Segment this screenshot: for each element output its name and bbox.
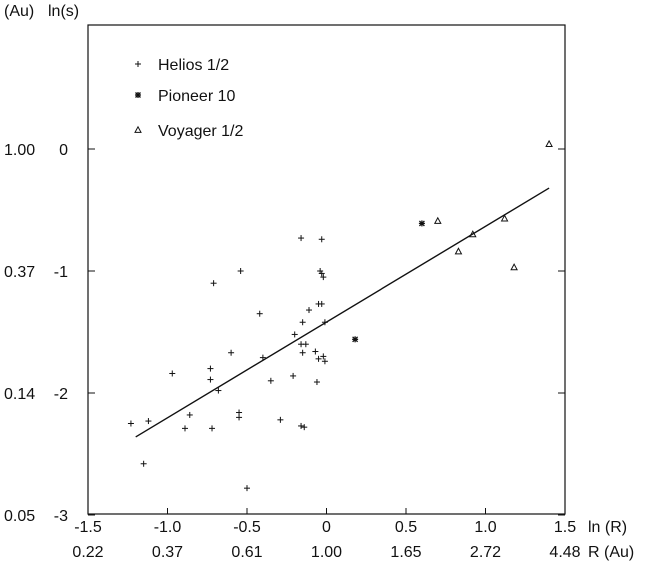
data-point-plus xyxy=(236,414,243,421)
data-point-plus xyxy=(320,274,327,281)
data-point-plus xyxy=(209,425,216,432)
data-point-plus xyxy=(291,331,298,338)
data-point-triangle xyxy=(454,247,463,255)
data-point-plus xyxy=(320,353,327,360)
data-point-plus xyxy=(169,370,176,377)
data-point-triangle xyxy=(468,230,477,238)
x-tick-secondary-label: 0.61 xyxy=(231,544,262,561)
data-point-plus xyxy=(298,422,305,429)
x-axis-label: ln (R) xyxy=(588,519,627,536)
data-point-plus xyxy=(298,341,305,348)
data-point-plus xyxy=(259,354,266,361)
legend-label-helios: Helios 1/2 xyxy=(158,57,229,74)
legend-label-pioneer: Pioneer 10 xyxy=(158,88,235,105)
y-tick-label: -3 xyxy=(54,508,68,525)
legend-marker-voyager xyxy=(134,125,142,133)
data-point-plus xyxy=(215,387,222,394)
legend-marker-plus-icon xyxy=(135,61,141,67)
data-point-plus xyxy=(306,307,313,314)
data-point-plus xyxy=(301,424,308,431)
legend-marker-triangle-icon xyxy=(134,125,142,133)
x-tick-secondary-label: 1.65 xyxy=(390,544,421,561)
fit-line-group xyxy=(135,187,550,438)
x-tick-label: -1.5 xyxy=(74,519,102,536)
data-point-plus xyxy=(181,425,188,432)
data-points xyxy=(127,139,553,492)
y-axis-secondary-label: (Au) xyxy=(4,3,34,20)
data-point-plus xyxy=(237,268,244,274)
y-tick-label: -2 xyxy=(54,386,68,403)
data-point-plus xyxy=(228,349,235,356)
y-tick-label: -1 xyxy=(54,264,68,281)
legend-marker-helios xyxy=(135,61,141,67)
data-point-plus xyxy=(186,411,193,418)
x-tick-secondary-label: 4.48 xyxy=(549,544,580,561)
data-point-plus xyxy=(313,379,320,386)
data-point-plus xyxy=(140,460,147,467)
data-point-plus xyxy=(321,319,328,326)
data-point-plus xyxy=(127,420,134,427)
y-tick-secondary-label: 1.00 xyxy=(4,142,35,159)
x-tick-secondary-label: 2.72 xyxy=(470,544,501,561)
data-point-plus xyxy=(298,235,305,242)
data-point-triangle xyxy=(433,216,442,224)
x-tick-secondary-label: 0.22 xyxy=(72,544,103,561)
data-point-plus xyxy=(207,365,214,372)
y-tick-secondary-label: 0.14 xyxy=(4,386,35,403)
data-point-plus xyxy=(290,372,297,379)
axis-ticks: -1.5 0.22 -1.0 0.37 -0.5 0.61 0 1.00 0.5 1.65 1.0 2… xyxy=(4,142,581,561)
data-point-plus xyxy=(244,485,250,492)
data-point-plus xyxy=(321,358,328,365)
y-tick-secondary-label: 0.05 xyxy=(4,508,35,525)
data-point-plus xyxy=(277,416,284,423)
x-tick-secondary-label: 0.37 xyxy=(152,544,183,561)
data-point-star xyxy=(352,336,359,343)
x-axis-secondary-label: R (Au) xyxy=(588,544,634,561)
data-point-plus xyxy=(256,310,263,317)
legend-marker-pioneer xyxy=(135,92,141,98)
x-tick-secondary-label: 1.00 xyxy=(311,544,342,561)
data-point-plus xyxy=(318,270,325,277)
x-tick-label: -1.0 xyxy=(154,519,182,536)
data-point-triangle xyxy=(510,263,518,271)
data-point-plus xyxy=(210,280,217,287)
y-axis-label: ln(s) xyxy=(48,3,79,20)
fit-line xyxy=(135,187,550,438)
data-point-star xyxy=(418,220,425,227)
y-tick-label: 0 xyxy=(59,142,68,159)
data-point-triangle xyxy=(500,214,509,222)
data-point-plus xyxy=(299,349,306,356)
data-point-plus xyxy=(315,355,322,362)
data-point-plus xyxy=(207,376,214,383)
x-tick-label: 1.5 xyxy=(554,519,576,536)
x-tick-label: 1.0 xyxy=(474,519,496,536)
data-point-plus xyxy=(299,319,306,326)
data-point-triangle xyxy=(545,139,553,148)
x-tick-label: -0.5 xyxy=(233,519,261,536)
legend: Helios 1/2 Pioneer 10 Voyager 1/2 xyxy=(134,57,244,140)
x-tick-label: 0 xyxy=(322,519,331,536)
data-point-plus xyxy=(318,236,325,243)
x-tick-label: 0.5 xyxy=(395,519,417,536)
data-point-plus xyxy=(145,418,152,425)
data-point-plus xyxy=(318,300,325,307)
legend-marker-star-icon xyxy=(135,92,141,98)
data-point-plus xyxy=(267,377,274,384)
legend-label-voyager: Voyager 1/2 xyxy=(158,123,244,140)
y-tick-secondary-label: 0.37 xyxy=(4,264,35,281)
data-point-plus xyxy=(312,348,319,355)
